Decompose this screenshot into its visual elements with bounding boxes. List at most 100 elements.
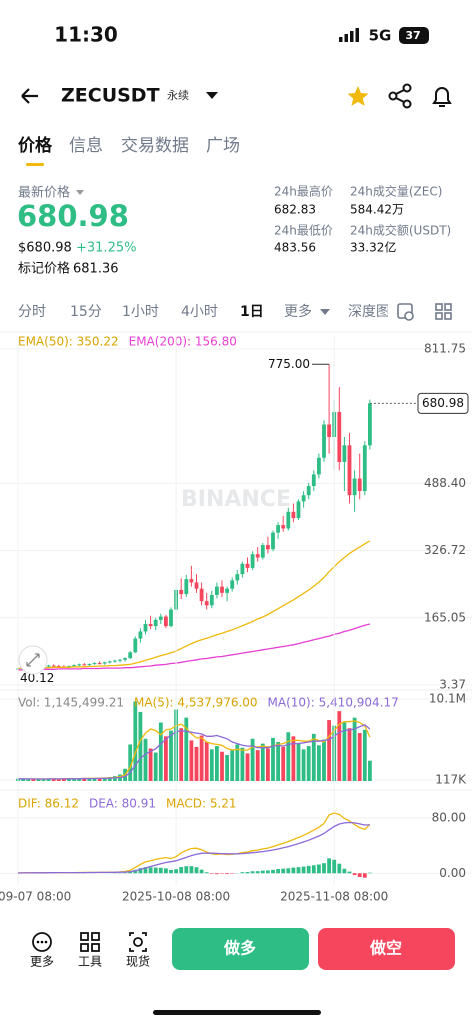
- candle-body: [169, 609, 173, 627]
- candle-body: [87, 663, 92, 665]
- candle-body: [337, 412, 342, 462]
- candle-body: [153, 619, 158, 627]
- macd-bar: [255, 871, 260, 874]
- candle-body: [113, 660, 117, 662]
- volume-bar: [306, 746, 311, 781]
- volume-bar: [143, 738, 148, 781]
- interval[interactable]: 深度图: [348, 304, 390, 320]
- legend-entry: Vol: 1,145,499.21: [18, 696, 124, 710]
- candle-body: [128, 652, 133, 659]
- watermark: BINANCE: [181, 487, 291, 512]
- candle-body: [215, 586, 219, 595]
- y-tick-label: 10.1M: [429, 691, 466, 705]
- candle-body: [82, 664, 87, 666]
- candle-body: [133, 638, 138, 653]
- candle-body: [281, 525, 286, 529]
- candle-body: [77, 664, 82, 666]
- long-label[interactable]: 做多: [223, 939, 256, 958]
- candle-body: [184, 579, 189, 595]
- macd-bar: [250, 871, 255, 874]
- volume-bar: [97, 778, 102, 781]
- candle-body: [123, 658, 127, 660]
- candle-body: [347, 445, 352, 496]
- long-button[interactable]: [172, 928, 309, 970]
- chart-settings[interactable]: [397, 303, 452, 321]
- volume-bar: [204, 742, 209, 781]
- macd-bar: [306, 865, 311, 874]
- volume-bar: [153, 752, 158, 781]
- candle-body: [260, 545, 265, 558]
- tab[interactable]: 价格: [18, 135, 53, 156]
- candle-body: [255, 554, 260, 558]
- stat-value: 584.42万: [350, 203, 404, 217]
- bottom-item[interactable]: 更多: [30, 955, 54, 969]
- legend-entry: DEA: 80.91: [89, 797, 156, 811]
- bottom-item[interactable]: 现货: [126, 954, 150, 969]
- volume-bar: [87, 777, 92, 781]
- alert[interactable]: [432, 87, 452, 107]
- candle-body: [220, 586, 224, 593]
- volume-bar: [301, 749, 306, 781]
- macd-bar: [301, 866, 306, 874]
- tools-icon[interactable]: [80, 932, 100, 952]
- volume-bar: [368, 760, 372, 781]
- volume-bar: [225, 755, 229, 781]
- tab[interactable]: 信息: [69, 136, 103, 156]
- volume-bar: [342, 722, 347, 781]
- mark-price: 681.36: [73, 262, 119, 277]
- time: 11:30: [54, 23, 118, 47]
- macd-bar: [158, 867, 163, 874]
- y-tick-label: 811.75: [424, 341, 466, 355]
- interval[interactable]: 分时: [18, 304, 46, 320]
- candle-body: [362, 445, 367, 492]
- dropdown[interactable]: [206, 92, 218, 99]
- expand[interactable]: [18, 645, 48, 675]
- volume-bar: [133, 701, 138, 781]
- interval[interactable]: 1小时: [122, 304, 159, 320]
- volume-bar: [240, 747, 245, 781]
- candle-body: [46, 665, 51, 667]
- interval[interactable]: 15分: [70, 304, 102, 320]
- candle-body: [327, 424, 331, 437]
- macd-bar: [281, 868, 286, 874]
- symbol[interactable]: ZECUSDT: [61, 85, 160, 107]
- back[interactable]: [21, 88, 38, 104]
- macd-bar: [271, 869, 275, 874]
- volume-bar: [189, 740, 194, 781]
- spot-icon[interactable]: [129, 932, 147, 952]
- interval[interactable]: 更多: [284, 303, 312, 320]
- candle-body: [179, 589, 184, 595]
- tab[interactable]: 交易数据: [121, 136, 189, 156]
- candle-body: [368, 403, 372, 446]
- share[interactable]: [388, 83, 412, 109]
- volume-bar: [286, 732, 291, 781]
- macd-bar: [143, 867, 148, 874]
- last-price-tag: 680.98: [422, 396, 464, 410]
- more-icon[interactable]: [32, 932, 52, 952]
- x-tick-label: 2025-10-08 08:00: [122, 890, 230, 904]
- candle-body: [266, 545, 270, 550]
- volume-bar: [235, 744, 240, 781]
- interval[interactable]: 4小时: [181, 304, 218, 320]
- macd-bar: [362, 873, 367, 878]
- macd-bar: [368, 872, 372, 874]
- bottom-item[interactable]: 工具: [78, 955, 102, 969]
- volume-bar: [362, 729, 367, 781]
- short-label[interactable]: 做空: [369, 939, 402, 958]
- tab[interactable]: 广场: [206, 136, 240, 156]
- macd-bar: [240, 872, 245, 874]
- candle-body: [138, 631, 143, 639]
- candle-body: [230, 580, 235, 589]
- battery: [399, 27, 429, 44]
- interval[interactable]: 1日: [240, 304, 264, 320]
- volume-bar: [179, 728, 184, 781]
- macd-bar: [342, 868, 347, 874]
- candle-body: [107, 661, 112, 663]
- volume-bar: [220, 751, 224, 781]
- candle-body: [322, 424, 326, 458]
- favorite[interactable]: [347, 86, 369, 106]
- y-tick-label: 488.40: [424, 476, 466, 490]
- short-button[interactable]: [318, 928, 455, 970]
- candle-body: [296, 501, 301, 519]
- candle-body: [56, 666, 61, 668]
